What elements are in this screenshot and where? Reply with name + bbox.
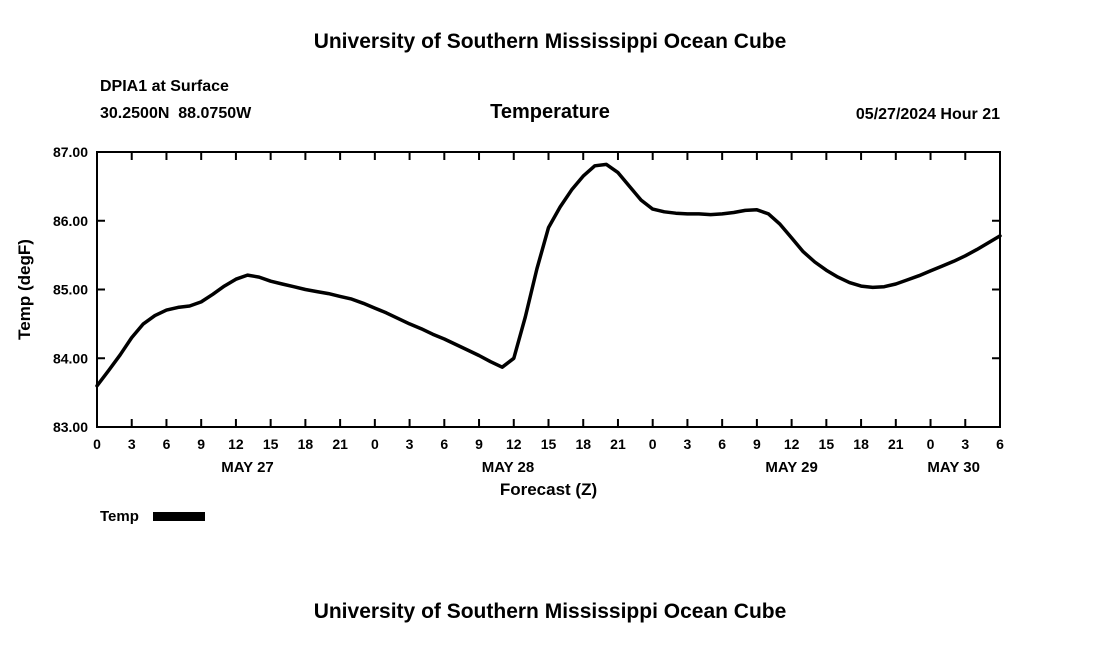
legend-label: Temp: [100, 508, 139, 525]
x-tick-label: 9: [753, 436, 761, 452]
x-tick-label: 0: [371, 436, 379, 452]
x-tick-label: 21: [332, 436, 348, 452]
x-day-label: MAY 29: [765, 459, 818, 476]
page-title: University of Southern Mississippi Ocean…: [313, 30, 787, 53]
x-tick-label: 21: [888, 436, 904, 452]
y-tick-label: 84.00: [53, 350, 88, 366]
temperature-chart: 0 3 6 9 12 15 18 21 0 3 6 9 12 15 18 21 0 3 6 9 12 15 18 21 0 3 6 8…: [15, 144, 1004, 499]
y-tick-label: 83.00: [53, 419, 88, 435]
x-tick-label: 6: [440, 436, 448, 452]
x-tick-label: 12: [228, 436, 244, 452]
x-tick-label: 9: [475, 436, 483, 452]
x-tick-label: 3: [406, 436, 414, 452]
second-page-title: University of Southern Mississippi Ocean…: [313, 600, 787, 623]
legend-line-swatch: [152, 512, 205, 521]
x-tick-label: 12: [784, 436, 800, 452]
x-day-label: MAY 27: [221, 459, 274, 476]
x-tick-label: 18: [298, 436, 314, 452]
plot-area-border: [96, 151, 1001, 428]
x-tick-label: 6: [996, 436, 1004, 452]
y-tick-label: 85.00: [53, 282, 88, 298]
x-tick-label: 15: [541, 436, 557, 452]
x-tick-label: 0: [649, 436, 657, 452]
x-tick-label: 0: [93, 436, 101, 452]
y-tick-label: 86.00: [53, 213, 88, 229]
x-tick-label: 3: [684, 436, 692, 452]
y-axis-title: Temp (degF): [15, 239, 34, 340]
x-tick-label: 12: [506, 436, 522, 452]
x-axis-title: Forecast (Z): [500, 480, 597, 499]
x-day-label: MAY 28: [482, 459, 535, 476]
x-tick-label: 18: [575, 436, 591, 452]
x-tick-label: 21: [610, 436, 626, 452]
run-time-label: 05/27/2024 Hour 21: [855, 106, 1000, 123]
y-tick-label: 87.00: [53, 144, 88, 160]
x-tick-label: 3: [961, 436, 969, 452]
legend: Temp: [100, 508, 205, 525]
chart-title: Temperature: [490, 101, 610, 123]
x-tick-label: 15: [819, 436, 835, 452]
x-day-label: MAY 30: [927, 459, 980, 476]
x-tick-label: 18: [853, 436, 869, 452]
x-tick-label: 15: [263, 436, 279, 452]
x-tick-label: 6: [718, 436, 726, 452]
station-label: DPIA1 at Surface: [100, 78, 229, 95]
temp-series-line: [95, 162, 1002, 388]
coordinates-label: 30.2500N 88.0750W: [100, 105, 252, 122]
x-tick-label: 9: [197, 436, 205, 452]
x-tick-label: 0: [927, 436, 935, 452]
x-tick-label: 3: [128, 436, 136, 452]
x-tick-label: 6: [163, 436, 171, 452]
